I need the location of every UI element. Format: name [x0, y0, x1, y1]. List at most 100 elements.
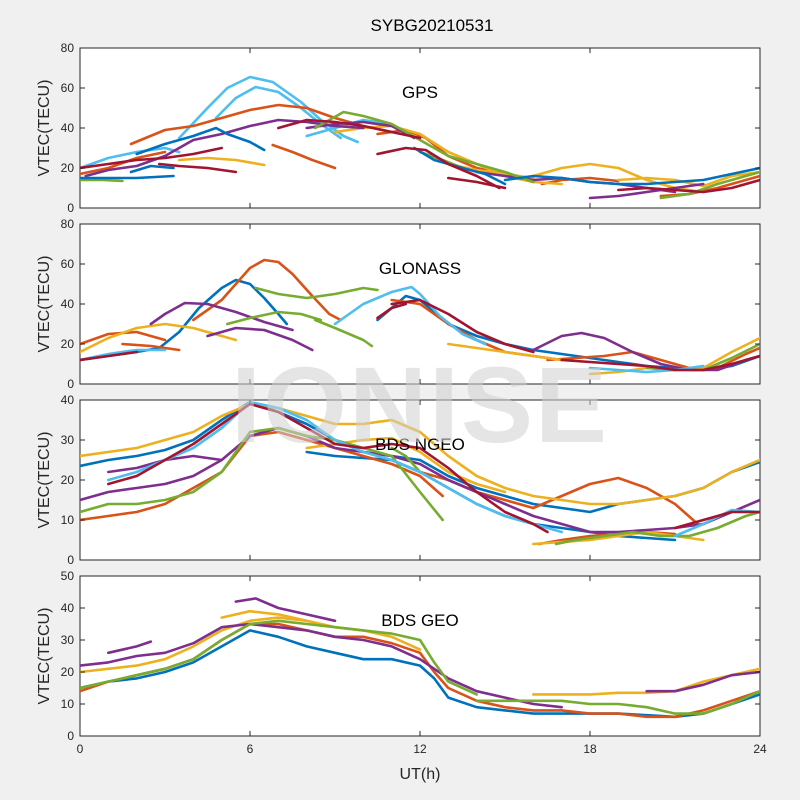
series-line: [84, 118, 365, 178]
series-line: [107, 400, 563, 534]
series-line: [333, 285, 487, 346]
series-line: [546, 346, 760, 370]
series-line: [313, 110, 535, 184]
y-axis-label: VTEC(TECU): [36, 608, 53, 705]
series-line: [376, 302, 408, 320]
x-tick-label: 0: [77, 742, 84, 756]
series-line: [277, 118, 422, 140]
panel-title: BDS NGEO: [375, 435, 465, 454]
series-line: [413, 146, 507, 186]
series-line: [220, 609, 308, 623]
y-tick-label: 0: [67, 553, 74, 567]
panel-3: 0 10 20 30 40 50 0 6 12 18 24 VTEC(TECU) BDS GEO: [36, 569, 767, 756]
panel-title: BDS GEO: [381, 611, 458, 630]
y-tick-label: 10: [61, 513, 75, 527]
y-tick-label: 20: [61, 337, 75, 351]
series-line: [80, 174, 175, 180]
series-line: [560, 354, 760, 372]
series-line: [135, 126, 266, 156]
series-line: [80, 402, 760, 506]
panel-title: GPS: [402, 83, 438, 102]
series-line: [673, 510, 760, 530]
y-tick-label: 40: [61, 297, 75, 311]
y-tick-label: 10: [61, 697, 75, 711]
plot-area: [79, 575, 761, 737]
series-line: [80, 430, 444, 522]
series-line: [390, 446, 422, 474]
series-line: [390, 298, 535, 354]
x-tick-label: 12: [413, 742, 427, 756]
series-line: [80, 146, 181, 170]
panel-0: 0 20 40 60 80 VTEC(TECU) GPS: [36, 41, 761, 215]
y-axis-label: VTEC(TECU): [36, 256, 53, 353]
y-axis-label: VTEC(TECU): [36, 432, 53, 529]
series-line: [447, 176, 507, 190]
figure-title: SYBG20210531: [371, 16, 494, 35]
series-line: [192, 258, 342, 322]
watermark-text: IONISE: [231, 344, 609, 465]
series-line: [158, 278, 289, 350]
series-line: [447, 342, 563, 362]
series-line: [80, 178, 124, 183]
series-line: [226, 310, 323, 326]
series-line: [107, 640, 153, 655]
series-group: [80, 400, 760, 546]
y-tick-label: 60: [61, 257, 75, 271]
y-tick-label: 50: [61, 569, 75, 583]
series-group: [80, 75, 760, 200]
panel-1: 0 20 40 60 80 VTEC(TECU) GLONASS: [36, 217, 761, 391]
y-tick-label: 80: [61, 41, 75, 55]
y-tick-label: 60: [61, 81, 75, 95]
y-tick-label: 40: [61, 393, 75, 407]
x-axis-label: UT(h): [400, 766, 441, 783]
panel-2: 0 10 20 30 40 VTEC(TECU) BDS NGEO: [36, 393, 761, 567]
series-line: [80, 619, 478, 696]
y-tick-label: 0: [67, 201, 74, 215]
series-line: [554, 510, 760, 546]
series-line: [149, 301, 294, 332]
y-tick-label: 0: [67, 729, 74, 743]
y-tick-label: 30: [61, 633, 75, 647]
series-group: [80, 597, 760, 719]
x-tick-label: 18: [583, 742, 597, 756]
panel-title: GLONASS: [379, 259, 461, 278]
series-line: [80, 322, 238, 354]
y-tick-label: 0: [67, 377, 74, 391]
series-line: [475, 689, 760, 715]
y-tick-label: 40: [61, 601, 75, 615]
series-line: [107, 402, 549, 534]
series-line: [80, 146, 223, 170]
series-line: [617, 170, 760, 188]
series-line: [659, 170, 760, 200]
x-tick-label: 24: [753, 742, 767, 756]
y-tick-label: 20: [61, 665, 75, 679]
y-tick-label: 30: [61, 433, 75, 447]
series-line: [206, 326, 314, 352]
series-line: [503, 166, 760, 186]
series-line: [80, 622, 563, 709]
y-axis-label: VTEC(TECU): [36, 80, 53, 177]
series-line: [588, 364, 705, 374]
series-line: [305, 120, 416, 140]
series-line: [617, 178, 760, 194]
series-line: [129, 164, 175, 174]
series-line: [177, 156, 266, 167]
series-line: [80, 350, 138, 362]
series-line: [588, 182, 705, 200]
y-tick-label: 40: [61, 121, 75, 135]
series-line: [158, 162, 238, 174]
series-line: [121, 342, 181, 352]
series-line: [80, 629, 760, 719]
series-line: [80, 426, 760, 534]
series-line: [271, 143, 337, 170]
x-tick-label: 6: [247, 742, 254, 756]
y-tick-label: 20: [61, 161, 75, 175]
y-tick-label: 20: [61, 473, 75, 487]
series-line: [376, 146, 501, 190]
y-tick-label: 80: [61, 217, 75, 231]
series-line: [80, 426, 444, 522]
series-line: [645, 670, 760, 693]
series-line: [313, 318, 374, 348]
